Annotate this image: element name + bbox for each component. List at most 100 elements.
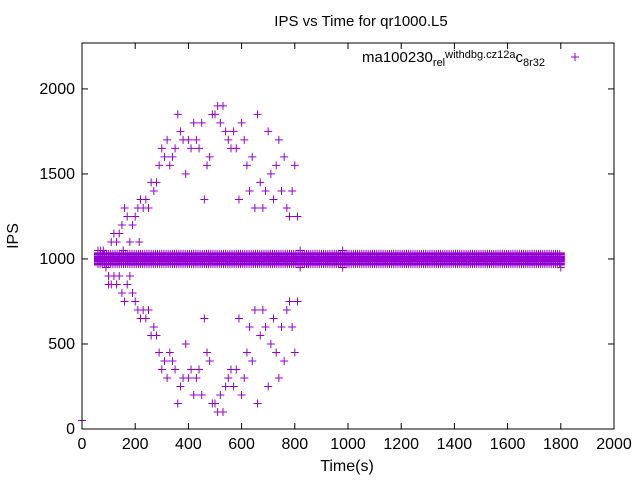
data-point (168, 356, 177, 365)
legend-marker (571, 53, 579, 61)
data-point (245, 186, 254, 195)
data-point (160, 356, 169, 365)
data-point (232, 144, 241, 153)
data-point (280, 356, 289, 365)
data-point (253, 110, 262, 119)
data-point (250, 305, 259, 314)
x-tick-label: 1000 (330, 436, 366, 453)
y-axis-label: IPS (5, 223, 22, 249)
x-tick-label: 2000 (596, 436, 632, 453)
data-point (288, 322, 297, 331)
data-point (149, 322, 158, 331)
data-point (261, 322, 270, 331)
data-point (274, 373, 283, 382)
data-point (187, 365, 196, 374)
data-point (240, 135, 249, 144)
data-point (171, 144, 180, 153)
data-point (274, 135, 283, 144)
data-point (197, 390, 206, 399)
data-point (285, 212, 294, 221)
data-point (216, 390, 225, 399)
data-point (221, 127, 230, 136)
data-point (168, 152, 177, 161)
data-point (144, 305, 153, 314)
legend-label: ma100230relwithdbg.cz12ac8r32 (362, 49, 545, 69)
data-point (234, 195, 243, 204)
legend-marker-symbol (571, 53, 579, 61)
x-tick-label: 1800 (543, 436, 579, 453)
legend-label-subscript: 8r32 (523, 57, 545, 69)
data-point (288, 186, 297, 195)
data-point (120, 297, 129, 306)
data-point (237, 390, 246, 399)
data-point (184, 135, 193, 144)
data-point (195, 144, 204, 153)
data-point (261, 186, 270, 195)
x-axis-label: Time(s) (320, 458, 374, 475)
data-point (224, 373, 233, 382)
data-point (128, 288, 137, 297)
data-point (229, 382, 238, 391)
data-point (125, 237, 134, 246)
data-point (135, 237, 144, 246)
data-point (157, 144, 166, 153)
data-point (192, 135, 201, 144)
data-point (240, 373, 249, 382)
data-point (157, 365, 166, 374)
data-point (173, 110, 182, 119)
data-point (282, 305, 291, 314)
data-point (266, 339, 275, 348)
legend-label-part: ma100230 (362, 49, 433, 66)
y-tick-label: 1000 (39, 251, 75, 268)
y-tick-label: 0 (66, 421, 75, 438)
data-point (280, 152, 289, 161)
data-point (293, 212, 302, 221)
y-tick-label: 500 (48, 336, 75, 353)
data-point (234, 314, 243, 323)
x-tick-label: 600 (228, 436, 255, 453)
data-point (218, 101, 227, 110)
data-point (245, 322, 254, 331)
legend-label-subscript: rel (433, 57, 445, 69)
data-point (141, 195, 150, 204)
x-tick-label: 200 (122, 436, 149, 453)
data-point (269, 195, 278, 204)
data-point (258, 305, 267, 314)
data-point (123, 280, 132, 289)
data-point (205, 356, 214, 365)
data-point (117, 288, 126, 297)
data-point (99, 246, 108, 255)
data-point (155, 348, 164, 357)
x-tick-label: 1600 (490, 436, 526, 453)
data-point (237, 118, 246, 127)
data-point (120, 203, 129, 212)
legend-label-part: c (515, 49, 523, 66)
y-tick-label: 2000 (39, 81, 75, 98)
data-point (149, 186, 158, 195)
data-point (282, 203, 291, 212)
data-point (250, 203, 259, 212)
data-point (264, 382, 273, 391)
data-point (290, 348, 299, 357)
data-point (152, 178, 161, 187)
x-tick-label: 800 (281, 436, 308, 453)
x-tick-label: 1400 (437, 436, 473, 453)
data-point (242, 348, 251, 357)
data-point (176, 127, 185, 136)
x-axis-ticks: 0 200 400 600 800 1000 1200 1400 1600 1800 2000 (78, 43, 632, 453)
data-point (211, 399, 219, 408)
data-point (277, 322, 286, 331)
data-point (141, 314, 150, 323)
data-point (163, 135, 172, 144)
data-point (256, 178, 265, 187)
y-axis-ticks: 0 500 1000 1500 2000 (39, 81, 614, 438)
data-point (171, 365, 180, 374)
data-point (216, 118, 225, 127)
data-point (176, 382, 185, 391)
data-point (269, 314, 278, 323)
chart-title: IPS vs Time for qr1000.L5 (274, 13, 447, 30)
data-point (296, 246, 305, 255)
data-point (203, 348, 212, 357)
data-point (200, 314, 209, 323)
